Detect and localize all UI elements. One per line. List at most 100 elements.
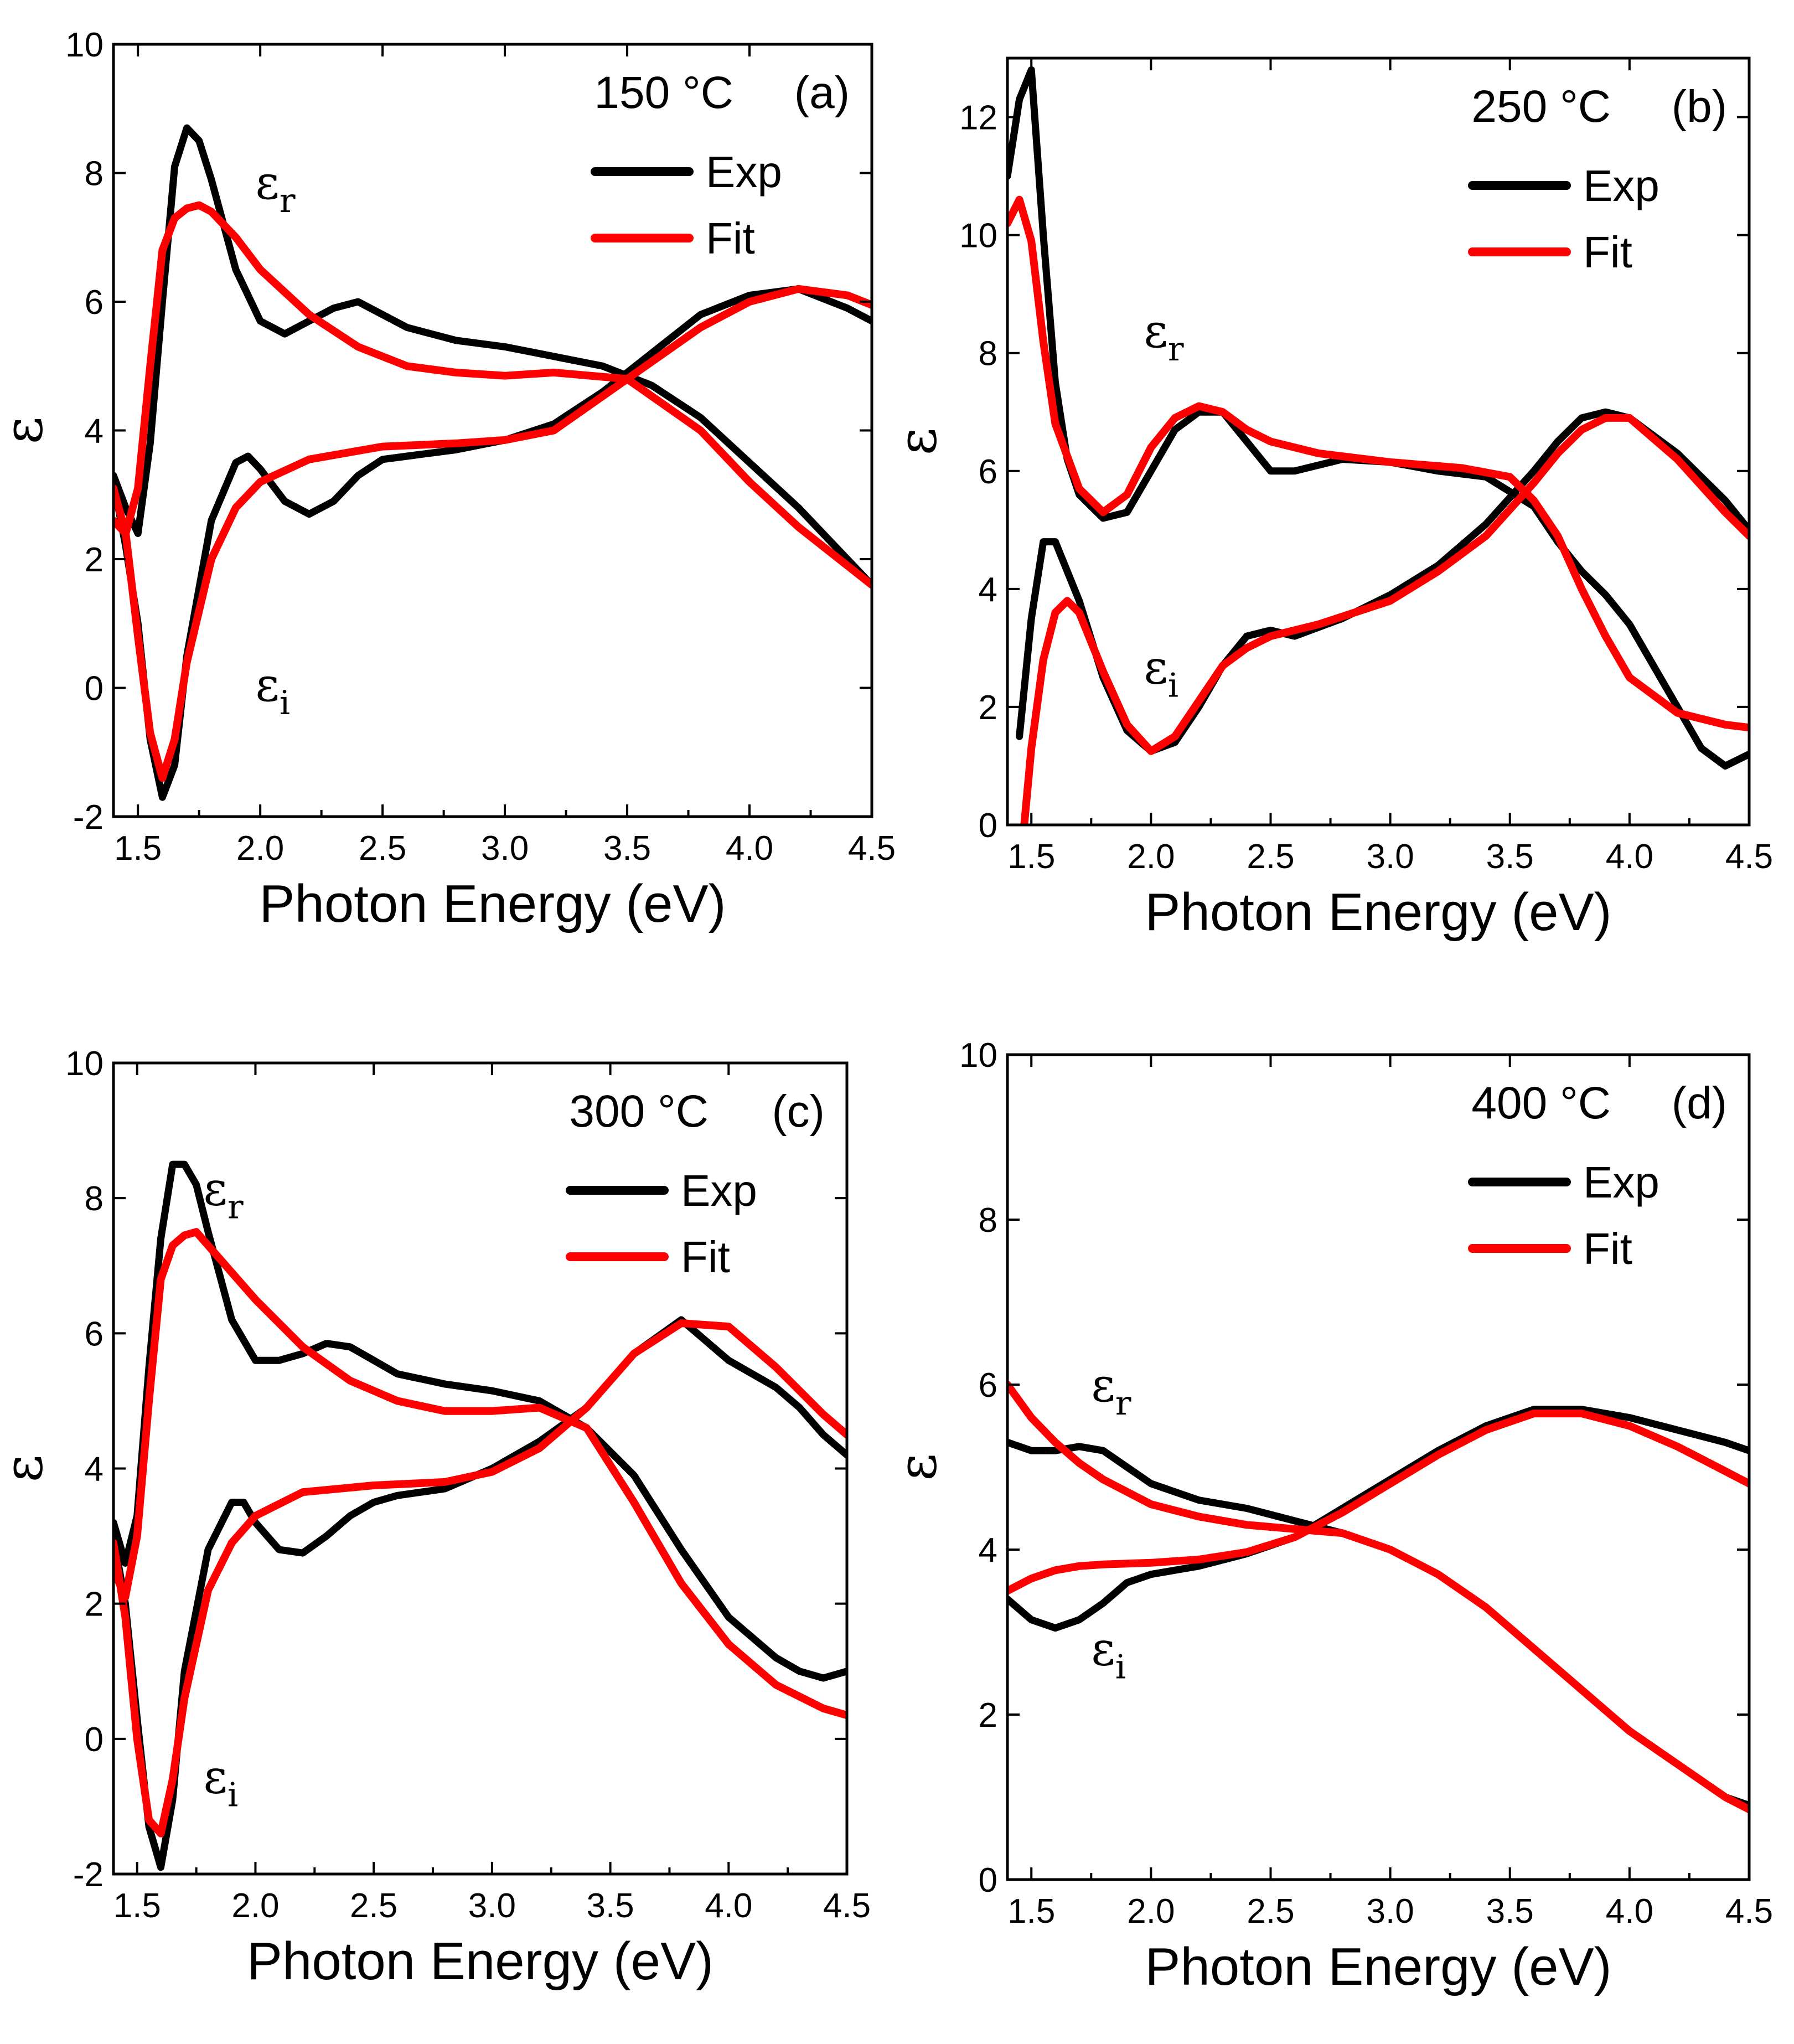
x-tick-label: 4.0: [726, 829, 773, 868]
y-tick-label: 2: [85, 541, 104, 579]
x-tick-label: 2.0: [1127, 1892, 1175, 1931]
y-tick-label: 0: [85, 1721, 104, 1759]
x-axis-label: Photon Energy (eV): [247, 1932, 714, 1991]
x-tick-label: 4.5: [823, 1887, 871, 1925]
y-tick-label: 8: [979, 1201, 997, 1240]
x-tick-label: 2.0: [236, 829, 284, 868]
fit-series-eps-r: [1007, 195, 1749, 732]
y-tick-label: 4: [85, 1451, 104, 1489]
y-tick-label: 12: [959, 99, 997, 137]
plot-frame: [1006, 56, 1751, 827]
exp-series-eps-i: [113, 1316, 847, 1871]
legend-label-exp: Exp: [1583, 161, 1659, 210]
x-tick-label: 2.5: [359, 829, 406, 868]
legend-label-fit: Fit: [1583, 228, 1632, 277]
exp-series-eps-r: [1007, 66, 1749, 770]
panel-letter: (b): [1672, 81, 1727, 132]
x-tick-label: 3.0: [1367, 1892, 1414, 1931]
panel-a: 1.5 2.0 2.5 3.0 3.5 4.0 4.5 -2 0 2 4 6 8 10 Photon Ene…: [0, 26, 896, 933]
temperature-annotation: 250 °C: [1471, 81, 1611, 132]
x-tick-label: 1.5: [1007, 838, 1055, 876]
exp-series-eps-r: [113, 1160, 847, 1682]
y-tick-label: 10: [959, 217, 997, 255]
panel-b: 1.5 2.0 2.5 3.0 3.5 4.0 4.5 0 2 4 6 8 10 12 Photon Ene…: [886, 56, 1773, 942]
y-tick-label: 6: [85, 283, 104, 322]
x-tick-label: 1.5: [1007, 1892, 1055, 1931]
exp-series-eps-i: [113, 285, 872, 801]
fit-series-eps-i: [1007, 1410, 1749, 1595]
y-tick-label: 4: [85, 412, 104, 451]
legend-label-fit: Fit: [706, 214, 755, 263]
temperature-annotation: 300 °C: [569, 1086, 709, 1137]
fit-series-eps-i: [113, 285, 872, 782]
y-tick-label: 2: [979, 689, 997, 727]
y-tick-label: 4: [979, 1531, 997, 1570]
series-group: [113, 1160, 847, 1871]
series-group: [113, 124, 872, 801]
x-axis-label: Photon Energy (eV): [1145, 882, 1611, 942]
temperature-annotation: 150 °C: [594, 68, 733, 118]
panel-letter: (d): [1672, 1078, 1727, 1128]
y-tick-label: 10: [65, 1045, 104, 1083]
y-tick-label: 10: [65, 26, 104, 64]
x-tick-label: 4.5: [1725, 838, 1773, 876]
temperature-annotation: 400 °C: [1471, 1078, 1611, 1128]
x-tick-label: 2.0: [1127, 838, 1175, 876]
x-tick-label: 3.0: [1367, 838, 1414, 876]
y-tick-label: 2: [979, 1696, 997, 1735]
y-tick-label: 0: [979, 1861, 997, 1900]
fit-series-eps-r: [113, 201, 872, 589]
x-tick-label: 4.0: [1606, 1892, 1653, 1931]
fit-series-eps-r: [113, 1228, 847, 1720]
x-tick-label: 4.5: [1725, 1892, 1773, 1931]
panel-c: 1.5 2.0 2.5 3.0 3.5 4.0 4.5 -2 0 2 4 6 8 10 Photon Ene…: [0, 1045, 871, 1991]
panel-letter: (a): [794, 68, 850, 118]
x-axis-label: Photon Energy (eV): [1145, 1937, 1611, 1996]
fit-series-eps-r: [1007, 1381, 1749, 1814]
y-tick-label: 0: [979, 807, 997, 845]
panels: 1.5 2.0 2.5 3.0 3.5 4.0 4.5 -2 0 2 4 6 8 10 Photon Ene…: [0, 26, 1773, 1996]
y-tick-label: 8: [979, 335, 997, 373]
panel-letter: (c): [772, 1086, 825, 1137]
y-axis-label: ε: [0, 1455, 54, 1483]
y-tick-label: 8: [85, 1180, 104, 1218]
x-tick-label: 4.0: [705, 1887, 752, 1925]
y-tick-label: 10: [959, 1036, 997, 1075]
y-axis-label: ε: [886, 1453, 948, 1481]
legend-label-exp: Exp: [1583, 1158, 1659, 1207]
y-tick-label: 2: [85, 1586, 104, 1624]
x-tick-label: 1.5: [113, 1887, 161, 1925]
x-tick-label: 2.5: [1247, 838, 1294, 876]
x-tick-label: 3.5: [603, 829, 651, 868]
x-tick-label: 2.5: [350, 1887, 397, 1925]
x-tick-label: 3.0: [468, 1887, 516, 1925]
x-tick-label: 3.5: [586, 1887, 634, 1925]
x-axis-label: Photon Energy (eV): [259, 874, 726, 933]
x-tick-label: 3.5: [1486, 1892, 1534, 1931]
x-tick-label: 2.0: [231, 1887, 279, 1925]
fit-series-eps-i: [1020, 414, 1749, 825]
x-tick-label: 1.5: [114, 829, 162, 868]
x-tick-label: 4.0: [1606, 838, 1653, 876]
y-tick-label: 4: [979, 571, 997, 609]
x-tick-label: 2.5: [1247, 1892, 1294, 1931]
y-tick-label: 6: [979, 453, 997, 491]
y-tick-label: 6: [979, 1366, 997, 1405]
curve-label-eps-r: εr: [203, 1162, 244, 1226]
x-tick-label: 4.5: [848, 829, 896, 868]
legend-label-exp: Exp: [681, 1166, 757, 1215]
y-tick-label: -2: [73, 1856, 104, 1894]
y-tick-label: -2: [73, 798, 104, 837]
plot-frame: [1006, 1053, 1751, 1881]
exp-series-eps-r: [113, 124, 872, 589]
y-axis-label: ε: [0, 417, 54, 445]
fit-series-eps-i: [113, 1319, 847, 1837]
legend-label-exp: Exp: [706, 147, 782, 197]
panel-d: 1.5 2.0 2.5 3.0 3.5 4.0 4.5 0 2 4 6 8 10 Photon Energ…: [886, 1036, 1773, 1996]
series-group: [1007, 66, 1749, 825]
series-group: [1007, 1381, 1749, 1814]
y-tick-label: 8: [85, 155, 104, 193]
legend-label-fit: Fit: [681, 1232, 730, 1282]
